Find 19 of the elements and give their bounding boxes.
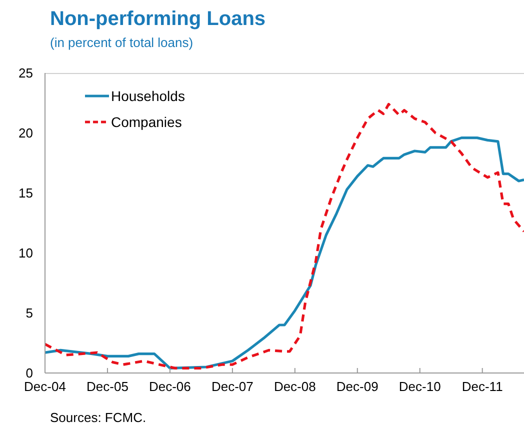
y-tick-label: 15 — [18, 186, 33, 201]
chart-subtitle: (in percent of total loans) — [50, 35, 194, 50]
x-tick-label: Dec-06 — [148, 379, 191, 394]
x-tick-label: Dec-05 — [86, 379, 128, 394]
x-tick-label: Dec-04 — [24, 379, 66, 394]
y-tick-label: 10 — [18, 246, 33, 261]
y-tick-label: 20 — [18, 126, 33, 141]
x-tick-label: Dec-07 — [211, 379, 254, 394]
legend-label: Households — [111, 87, 185, 106]
y-tick-label: 0 — [26, 366, 33, 381]
x-tick-label: Dec-09 — [336, 379, 378, 394]
x-tick-label: Dec-08 — [274, 379, 316, 394]
x-tick-label: Dec-11 — [462, 379, 503, 394]
legend-label: Companies — [111, 113, 182, 132]
chart-title: Non-performing Loans — [50, 8, 266, 31]
x-tick-label: Dec-10 — [398, 379, 441, 394]
y-tick-label: 5 — [26, 306, 33, 321]
source-note: Sources: FCMC. — [50, 410, 146, 425]
y-tick-label: 25 — [18, 66, 33, 81]
